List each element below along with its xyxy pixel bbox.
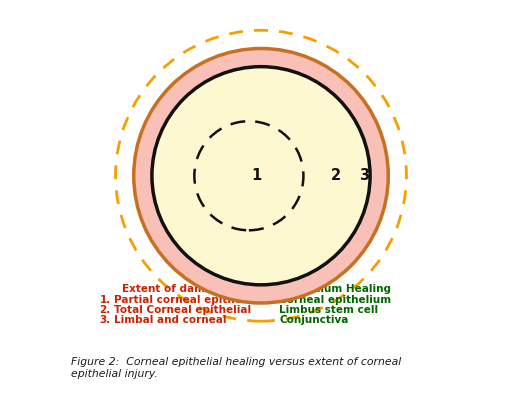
Text: 3: 3 [359, 168, 369, 183]
Text: Total Corneal epithelial: Total Corneal epithelial [114, 305, 251, 315]
Text: Figure 2:  Corneal epithelial healing versus extent of corneal: Figure 2: Corneal epithelial healing ver… [71, 357, 401, 366]
Text: 1: 1 [251, 168, 262, 183]
Text: Limbal and corneal: Limbal and corneal [114, 315, 226, 325]
Text: 2: 2 [330, 168, 341, 183]
Text: Epithelium Healing: Epithelium Healing [279, 284, 391, 294]
Text: Limbus stem cell: Limbus stem cell [279, 305, 378, 315]
Text: 1.: 1. [99, 295, 111, 305]
Text: Partial corneal epithelial: Partial corneal epithelial [114, 295, 259, 305]
Text: epithelial injury.: epithelial injury. [71, 369, 158, 379]
Text: 3.: 3. [99, 315, 111, 325]
Ellipse shape [134, 48, 388, 303]
Text: 2.: 2. [99, 305, 111, 315]
Text: Extent of damage: Extent of damage [122, 284, 227, 294]
Ellipse shape [152, 67, 370, 285]
Text: Conjunctiva: Conjunctiva [279, 315, 349, 325]
Text: Corneal epithelium: Corneal epithelium [279, 295, 392, 305]
